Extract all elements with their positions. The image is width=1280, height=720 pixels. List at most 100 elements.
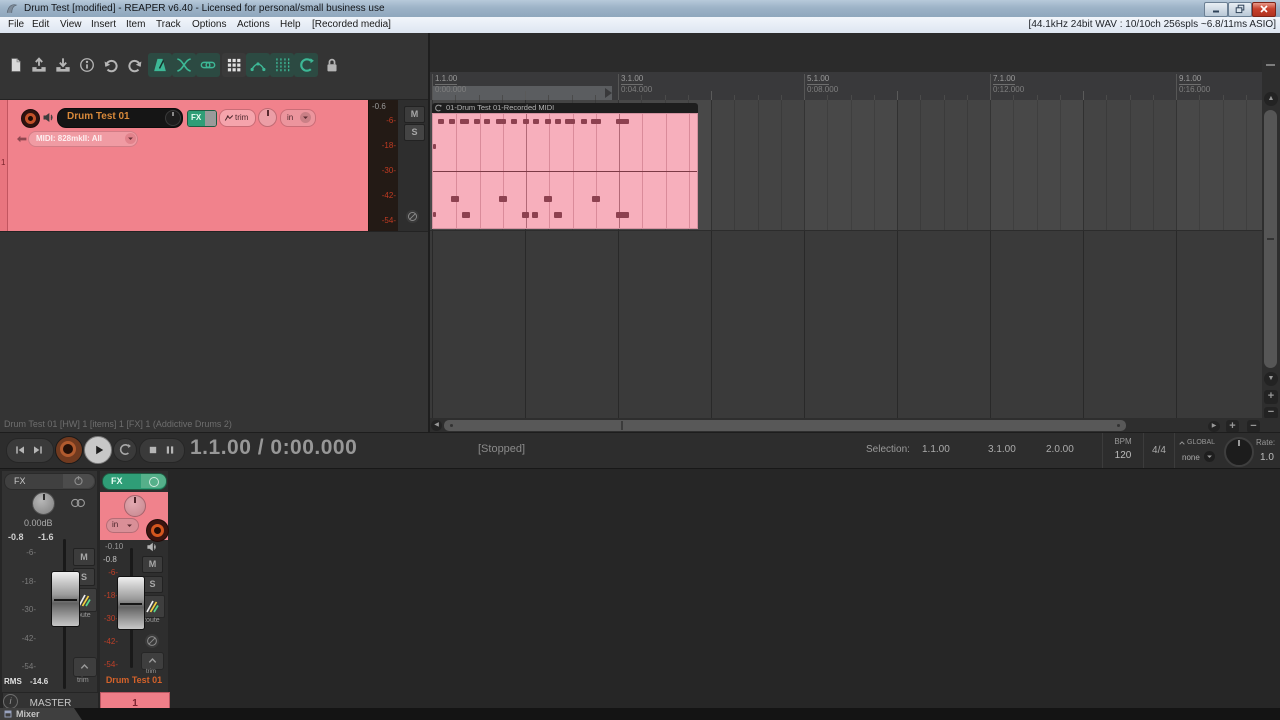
midi-note[interactable] — [581, 119, 587, 124]
trim-envelope-button[interactable]: trim — [219, 109, 256, 127]
global-automation-box[interactable]: GLOBAL none — [1176, 433, 1220, 469]
track-fx-bypass[interactable] — [141, 474, 166, 488]
panel-splitter[interactable] — [428, 33, 430, 432]
input-button[interactable]: in — [280, 109, 316, 127]
bpm-value[interactable]: 120 — [1114, 450, 1132, 461]
track-pan-knob[interactable] — [124, 495, 146, 517]
scroll-left-button[interactable]: ◀ — [431, 420, 442, 431]
input-dropdown[interactable] — [300, 112, 311, 123]
midi-input-pill[interactable]: MIDI: 828mkII: All — [28, 131, 138, 147]
midi-note[interactable] — [451, 196, 459, 202]
horizontal-scroll-thumb[interactable] — [444, 420, 1126, 431]
vertical-scroll-thumb[interactable] — [1264, 110, 1277, 368]
mixer-strip-track1[interactable]: FX in -0.10 -0.8 M S Route — [100, 471, 169, 693]
record-arm-button[interactable] — [21, 109, 40, 128]
scroll-right-button[interactable]: ▶ — [1208, 421, 1220, 432]
pause-button[interactable] — [164, 444, 176, 456]
ruler-marker-label[interactable]: 7.1.00 0:12.000 — [993, 74, 1025, 94]
master-trim-button[interactable] — [73, 657, 97, 677]
midi-note[interactable] — [544, 196, 552, 202]
master-fx-button[interactable]: FX — [4, 473, 96, 490]
timeline-ruler[interactable]: 1.1.00 0:00.000 3.1.00 0:04.000 5.1.00 0:08.0… — [428, 72, 1262, 101]
project-settings-button[interactable] — [75, 53, 99, 77]
play-button[interactable] — [84, 436, 112, 464]
master-volume-readout[interactable]: 0.00dB — [24, 518, 53, 528]
track-1-panel[interactable]: 1 Drum Test 01 FX trim in — [0, 99, 428, 232]
stereo-width-icon[interactable] — [70, 497, 86, 509]
midi-note[interactable] — [462, 212, 470, 218]
midi-note[interactable] — [523, 119, 529, 124]
midi-note[interactable] — [522, 212, 529, 218]
loop-selection[interactable] — [432, 86, 612, 100]
speaker-icon[interactable] — [146, 541, 158, 553]
metronome-button[interactable] — [148, 53, 172, 77]
track-fx-button[interactable]: FX — [102, 473, 167, 490]
go-to-start-button[interactable] — [14, 444, 26, 456]
zoom-out-vertical-button[interactable]: − — [1264, 407, 1278, 419]
track-trim-button[interactable] — [141, 652, 164, 670]
midi-note[interactable] — [596, 119, 601, 124]
ruler-marker-label[interactable]: 1.1.00 0:00.000 — [435, 74, 467, 94]
transport-time[interactable]: 1.1.00 / 0:00.000 — [190, 436, 358, 459]
track-record-arm[interactable] — [146, 519, 169, 542]
track-fader[interactable] — [117, 576, 145, 630]
midi-note[interactable] — [533, 119, 539, 124]
midi-note[interactable] — [511, 119, 517, 124]
midi-note[interactable] — [532, 212, 538, 218]
zoom-out-button[interactable]: − — [1247, 420, 1260, 433]
track-route-button[interactable] — [140, 595, 165, 618]
item-grouping-button[interactable] — [196, 53, 220, 77]
record-button[interactable] — [55, 436, 83, 464]
undo-button[interactable] — [99, 53, 123, 77]
midi-note[interactable] — [554, 212, 562, 218]
menu-options[interactable]: Options — [192, 19, 227, 30]
envelope-points-button[interactable] — [246, 53, 270, 77]
ruler-marker-label[interactable]: 3.1.00 0:04.000 — [621, 74, 653, 94]
redo-button[interactable] — [123, 53, 147, 77]
midi-item[interactable]: 01-Drum Test 01-Recorded MIDI — [432, 103, 698, 229]
lock-button[interactable] — [320, 53, 344, 77]
zoom-in-vertical-button[interactable]: + — [1264, 390, 1278, 404]
time-signature[interactable]: 4/4 — [1144, 433, 1175, 469]
track-monitor-button[interactable] — [145, 634, 159, 648]
track-volume-readout[interactable]: -0.10 — [105, 542, 124, 551]
solo-button[interactable]: S — [404, 124, 425, 141]
scroll-down-button[interactable]: ▼ — [1264, 372, 1278, 386]
global-value[interactable]: none — [1182, 453, 1200, 462]
track-input-button[interactable]: in — [106, 518, 139, 533]
speaker-icon[interactable] — [42, 111, 55, 124]
pan-knob[interactable] — [258, 108, 277, 127]
bpm-box[interactable]: BPM 120 — [1102, 433, 1144, 469]
midi-note[interactable] — [464, 119, 469, 124]
new-project-button[interactable] — [4, 53, 28, 77]
master-fader[interactable] — [51, 571, 80, 627]
open-project-button[interactable] — [27, 53, 51, 77]
midi-note[interactable] — [474, 119, 480, 124]
loop-points-button[interactable] — [294, 53, 318, 77]
zoom-in-button[interactable]: + — [1226, 420, 1239, 433]
title-bar[interactable]: Drum Test [modified] - REAPER v6.40 - Li… — [0, 0, 1280, 17]
rate-value[interactable]: 1.0 — [1260, 452, 1274, 463]
menu-insert[interactable]: Insert — [91, 19, 117, 30]
midi-note[interactable] — [460, 119, 466, 124]
menu-edit[interactable]: Edit — [32, 19, 50, 30]
midi-note[interactable] — [438, 119, 444, 124]
midi-note[interactable] — [484, 119, 490, 124]
fx-button[interactable]: FX — [187, 110, 217, 127]
fx-bypass-toggle[interactable] — [205, 111, 216, 126]
docker-tab-mixer[interactable]: Mixer — [0, 708, 82, 720]
selection-length[interactable]: 2.0.00 — [1046, 444, 1074, 455]
midi-input-dropdown[interactable] — [125, 133, 136, 144]
midi-note[interactable] — [499, 196, 507, 202]
track-name-box[interactable]: Drum Test 01 — [57, 108, 183, 128]
midi-item-header[interactable]: 01-Drum Test 01-Recorded MIDI — [432, 103, 698, 113]
master-pan-knob[interactable] — [32, 492, 55, 515]
close-button[interactable] — [1252, 2, 1276, 17]
mute-button[interactable]: M — [404, 106, 425, 123]
menu-recorded-media[interactable]: [Recorded media] — [312, 19, 391, 30]
midi-note[interactable] — [616, 212, 629, 218]
ripple-editing-button[interactable] — [222, 53, 246, 77]
midi-note[interactable] — [555, 119, 561, 124]
monitor-button[interactable] — [406, 210, 419, 223]
track-mute-button[interactable]: M — [142, 556, 163, 573]
